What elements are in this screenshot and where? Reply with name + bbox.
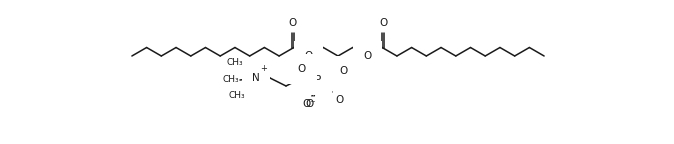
- Text: O: O: [339, 66, 347, 76]
- Text: O⁻: O⁻: [302, 99, 316, 109]
- Text: N: N: [252, 73, 260, 83]
- Text: +: +: [260, 64, 267, 73]
- Text: CH₃: CH₃: [226, 58, 243, 67]
- Text: P: P: [315, 75, 321, 85]
- Text: O: O: [305, 99, 313, 109]
- Text: CH₃: CH₃: [222, 75, 239, 85]
- Text: CH₃: CH₃: [228, 91, 245, 100]
- Text: O: O: [379, 18, 388, 29]
- Text: O: O: [298, 64, 306, 74]
- Text: O: O: [363, 51, 371, 61]
- Text: O: O: [288, 18, 297, 29]
- Text: O: O: [335, 95, 343, 105]
- Text: O: O: [305, 51, 313, 61]
